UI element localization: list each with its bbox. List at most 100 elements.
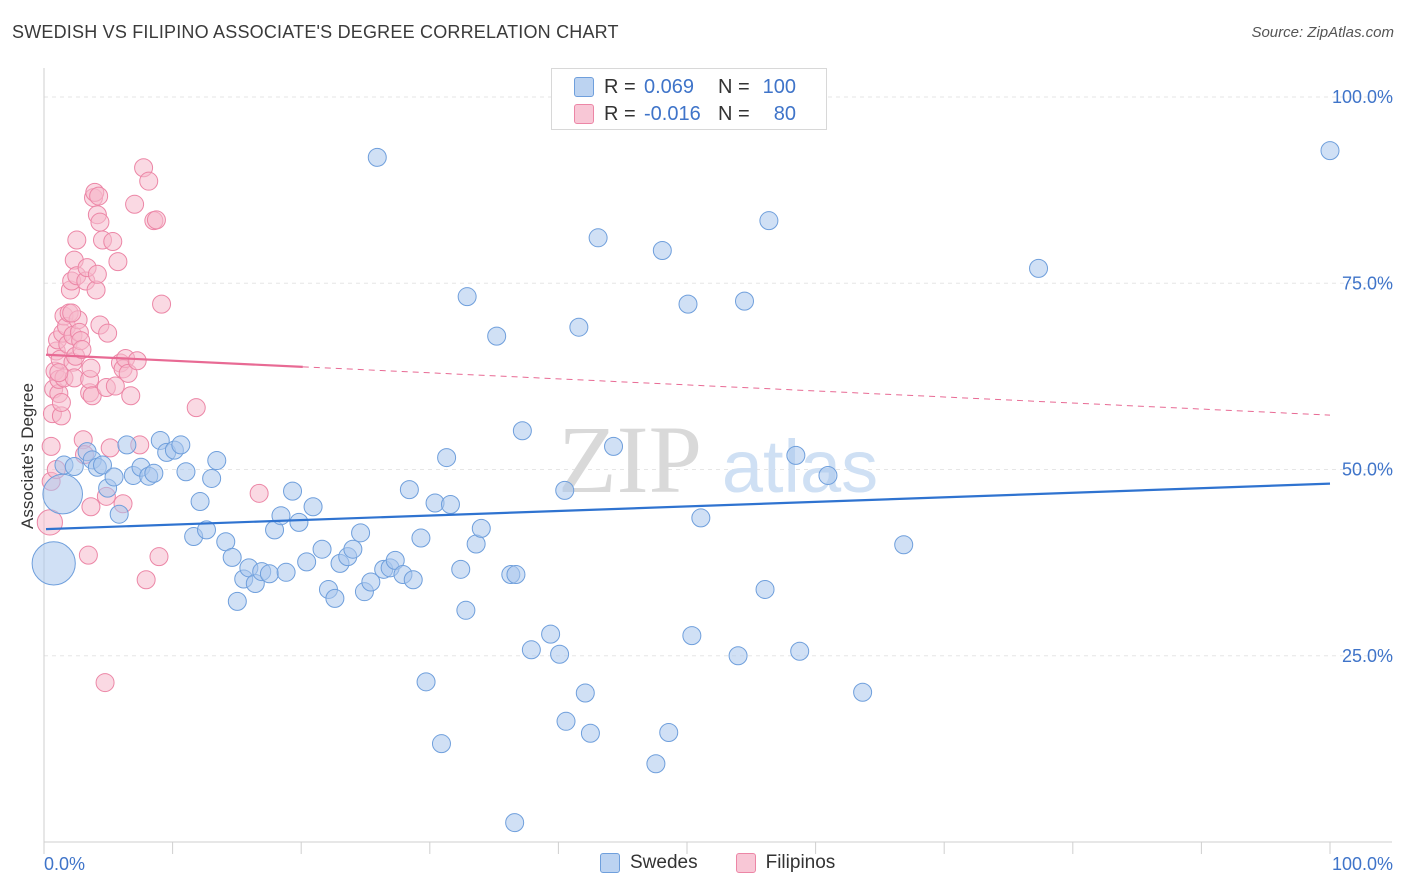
- swede-point: [580, 723, 600, 743]
- r-label: R =: [604, 75, 636, 98]
- swede-point: [682, 626, 702, 646]
- swede-point: [361, 572, 381, 592]
- trend-lines: [45, 353, 1331, 531]
- filipino-point: [98, 323, 118, 343]
- n-label: N =: [718, 102, 750, 125]
- filipino-point: [81, 358, 101, 378]
- filipino-point: [149, 547, 169, 567]
- filipino-point: [78, 545, 98, 565]
- swede-point: [588, 228, 608, 248]
- swede-point: [351, 523, 371, 543]
- filipino-point: [62, 303, 82, 323]
- swede-point: [786, 445, 806, 465]
- y-tick-label: 100.0%: [1332, 87, 1393, 107]
- watermark-atlas: atlas: [722, 425, 878, 508]
- filipinos-swatch: [574, 104, 594, 124]
- x-tick-label-max: 100.0%: [1332, 854, 1393, 874]
- n-value: 80: [773, 102, 796, 125]
- swede-point: [259, 564, 279, 584]
- swede-point: [457, 287, 477, 307]
- filipino-point: [127, 351, 147, 371]
- swede-point: [505, 813, 525, 833]
- filipino-point: [41, 436, 61, 456]
- swede-point: [202, 468, 222, 488]
- swede-point: [678, 294, 698, 314]
- filipino-point: [139, 171, 159, 191]
- swede-point: [521, 640, 541, 660]
- legend-row-filipinos: R = -0.016 N = 80: [574, 101, 796, 127]
- filipinos-trend-line-extension: [302, 366, 1331, 416]
- swede-point: [691, 508, 711, 528]
- swede-point: [818, 465, 838, 485]
- stats-legend: R = 0.069 N = 100 R = -0.016 N = 80: [551, 68, 827, 130]
- filipino-point: [49, 363, 69, 383]
- swede-point: [431, 734, 451, 754]
- swede-point: [64, 457, 84, 477]
- swede-point: [1320, 141, 1340, 161]
- swede-point: [451, 559, 471, 579]
- swede-point: [652, 240, 672, 260]
- swede-point: [569, 317, 589, 337]
- swede-point: [555, 480, 575, 500]
- x-tick-label-min: 0.0%: [44, 854, 85, 874]
- filipino-point: [95, 673, 115, 693]
- filipino-point: [72, 340, 92, 360]
- swede-point: [759, 211, 779, 231]
- swede-point: [512, 421, 532, 441]
- swede-point: [440, 495, 460, 515]
- swede-point: [289, 512, 309, 532]
- r-value: -0.016: [644, 102, 701, 125]
- swede-point: [42, 473, 83, 515]
- watermark-zip: ZIP: [558, 406, 702, 513]
- swede-point: [456, 600, 476, 620]
- filipino-point: [67, 230, 87, 250]
- r-label: R =: [604, 102, 636, 125]
- filipino-point: [121, 386, 141, 406]
- swede-point: [411, 528, 431, 548]
- swede-point: [659, 722, 679, 742]
- swede-point: [403, 570, 423, 590]
- filipino-point: [152, 294, 172, 314]
- swede-point: [117, 435, 137, 455]
- filipinos-legend-label: Filipinos: [765, 852, 836, 873]
- axis-labels: 25.0% 50.0% 75.0% 100.0% 0.0% 100.0% Associate…: [18, 87, 1393, 874]
- swede-point: [853, 682, 873, 702]
- legend-row-swedes: R = 0.069 N = 100: [574, 74, 796, 100]
- y-tick-label: 75.0%: [1342, 273, 1393, 293]
- y-axis-title: Associate's Degree: [18, 383, 37, 529]
- swede-point: [92, 455, 112, 475]
- swede-point: [197, 520, 216, 540]
- n-label: N =: [718, 75, 750, 98]
- legend-item-swedes[interactable]: Swedes: [600, 852, 698, 874]
- swedes-trend-line: [45, 482, 1331, 531]
- swede-point: [790, 641, 810, 661]
- filipino-point: [90, 212, 110, 232]
- filipinos-points: [36, 158, 269, 693]
- filipinos-legend-swatch: [735, 853, 756, 873]
- swede-point: [297, 552, 317, 572]
- swede-point: [343, 539, 363, 559]
- chart-title: SWEDISH VS FILIPINO ASSOCIATE'S DEGREE C…: [12, 22, 619, 42]
- swede-point: [104, 467, 124, 487]
- swede-point: [399, 480, 419, 500]
- filipino-point: [136, 570, 156, 590]
- swede-point: [755, 579, 775, 599]
- swede-point: [207, 451, 227, 471]
- swede-point: [227, 591, 247, 611]
- legend-item-filipinos[interactable]: Filipinos: [735, 852, 836, 874]
- filipino-point: [146, 210, 166, 230]
- swedes-legend-label: Swedes: [630, 852, 698, 873]
- filipino-point: [125, 194, 145, 214]
- swede-point: [550, 644, 570, 664]
- filipino-point: [186, 398, 206, 418]
- swede-point: [276, 562, 296, 582]
- n-value: 100: [762, 75, 796, 98]
- swede-point: [416, 672, 436, 692]
- axes: [43, 68, 1392, 854]
- swede-point: [437, 448, 457, 468]
- swede-point: [728, 646, 748, 666]
- y-tick-label: 50.0%: [1342, 460, 1393, 480]
- swede-point: [471, 518, 491, 538]
- swede-point: [283, 481, 303, 501]
- grid-lines: [44, 96, 1392, 657]
